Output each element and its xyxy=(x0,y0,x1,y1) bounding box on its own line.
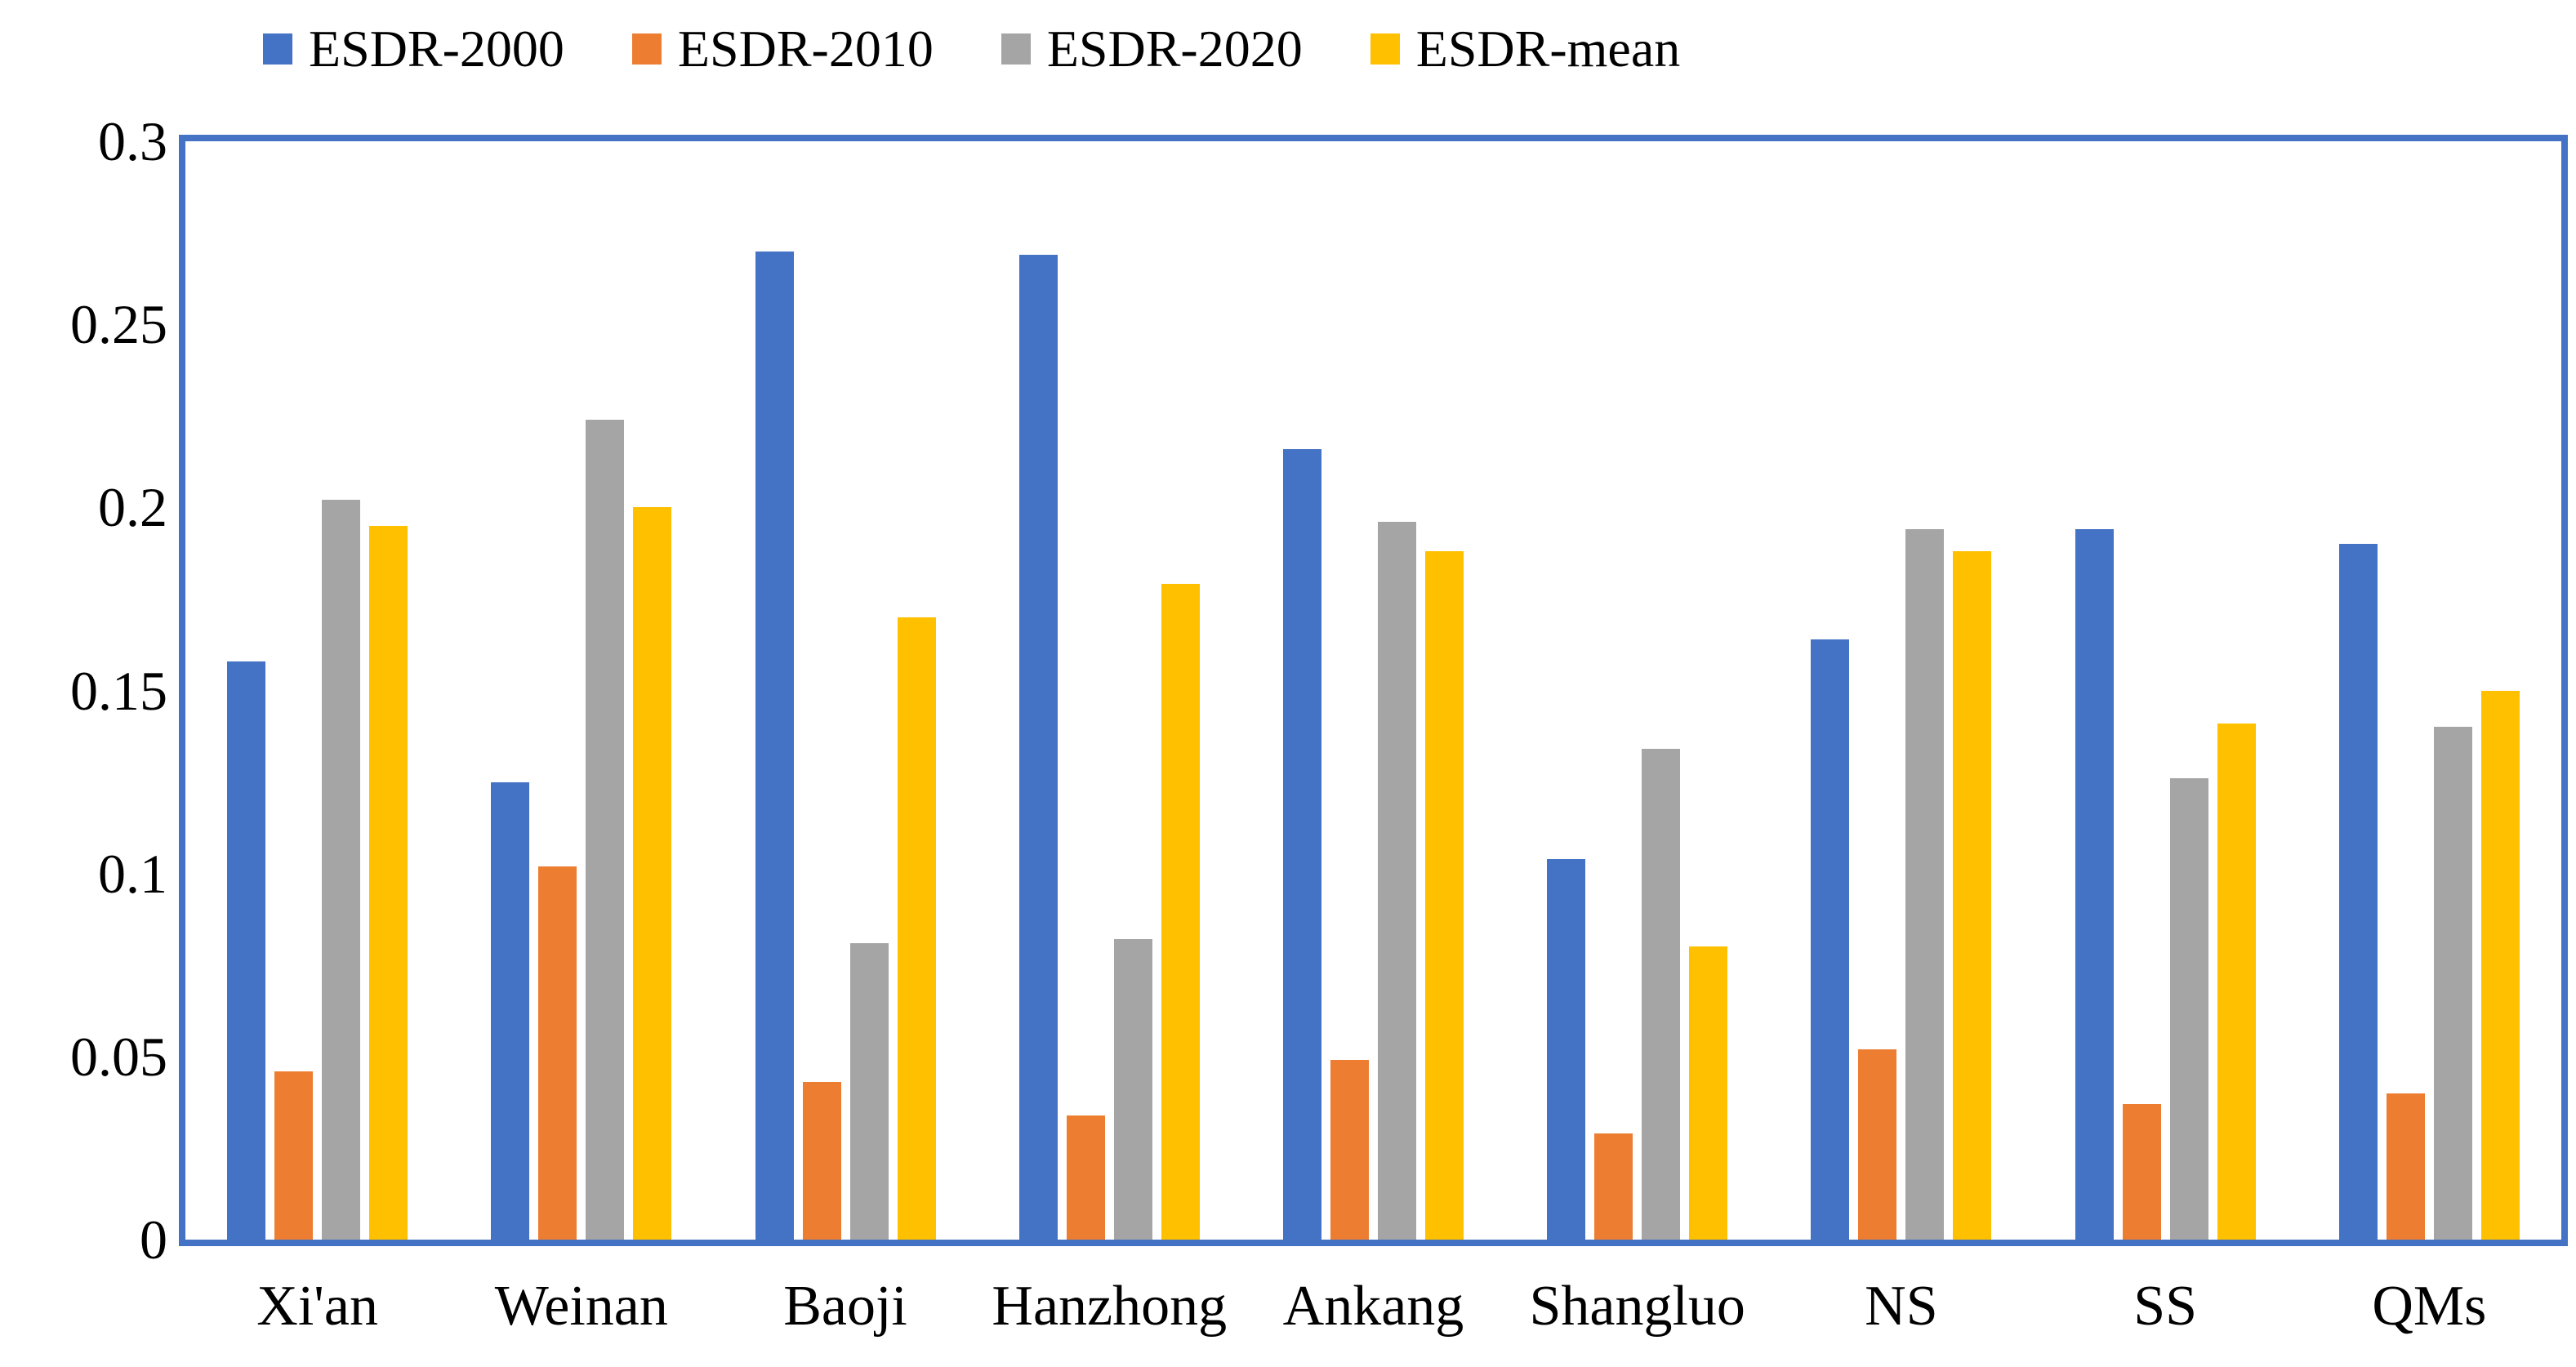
plot-area xyxy=(179,135,2568,1246)
x-axis-label-ss: SS xyxy=(2133,1275,2198,1338)
legend-swatch-esdr-mean-icon xyxy=(1370,33,1400,65)
bar-esdr-mean-ankang xyxy=(1424,551,1464,1240)
bar-esdr-2020-hanzhong xyxy=(1113,939,1152,1240)
bar-esdr-2010-xi-an xyxy=(274,1071,314,1240)
bar-esdr-2010-ns xyxy=(1858,1049,1897,1240)
bar-group-ankang xyxy=(1241,141,1505,1240)
x-axis-label-qms: QMs xyxy=(2372,1275,2487,1338)
legend-label-esdr-mean: ESDR-mean xyxy=(1415,20,1681,78)
bar-esdr-mean-ns xyxy=(1953,551,1992,1240)
legend-label-esdr-2010: ESDR-2010 xyxy=(677,20,934,78)
y-axis-tick-0.05: 0.05 xyxy=(70,1026,167,1088)
x-axis-label-xian: Xi'an xyxy=(256,1275,378,1338)
legend-item-esdr-2020: ESDR-2020 xyxy=(1001,23,1303,75)
bar-esdr-2010-ankang xyxy=(1330,1060,1369,1240)
x-axis-label-weinan: Weinan xyxy=(494,1275,668,1338)
legend-swatch-esdr-2020-icon xyxy=(1001,33,1031,65)
bar-esdr-mean-xi-an xyxy=(369,525,408,1240)
bar-group-weinan xyxy=(449,141,713,1240)
y-axis-tick-0.2: 0.2 xyxy=(98,476,167,538)
bar-esdr-2000-ss xyxy=(2075,529,2114,1240)
bar-group-baoji xyxy=(713,141,977,1240)
bar-esdr-2010-shangluo xyxy=(1594,1133,1633,1240)
bar-esdr-mean-qms xyxy=(2480,690,2520,1240)
bar-esdr-2010-hanzhong xyxy=(1066,1115,1105,1240)
legend-label-esdr-2000: ESDR-2000 xyxy=(309,20,564,78)
bar-esdr-2020-qms xyxy=(2433,727,2472,1240)
legend-item-esdr-2010: ESDR-2010 xyxy=(631,20,934,78)
y-axis-tick-0.3: 0.3 xyxy=(98,110,167,172)
bar-esdr-2010-weinan xyxy=(538,866,577,1240)
bar-esdr-2020-ss xyxy=(2169,778,2208,1240)
bar-esdr-2000-qms xyxy=(2338,544,2378,1240)
bar-esdr-2020-ankang xyxy=(1377,522,1416,1240)
legend-item-esdr-2000: ESDR-2000 xyxy=(263,23,564,75)
bar-esdr-2000-weinan xyxy=(491,781,530,1240)
bar-esdr-2000-shangluo xyxy=(1547,858,1586,1240)
bar-group-shangluo xyxy=(1505,141,1769,1240)
bar-group-xi-an xyxy=(185,141,449,1240)
x-axis-label-hanzhong: Hanzhong xyxy=(992,1275,1228,1338)
bar-group-qms xyxy=(2297,141,2561,1240)
bar-esdr-mean-baoji xyxy=(897,617,936,1240)
y-axis-tick-0.1: 0.1 xyxy=(98,843,167,905)
bar-esdr-2020-weinan xyxy=(586,419,625,1240)
bar-esdr-mean-shangluo xyxy=(1689,946,1728,1240)
bar-esdr-2010-baoji xyxy=(802,1082,841,1240)
bar-esdr-2020-xi-an xyxy=(322,500,361,1240)
legend-swatch-esdr-2000-icon xyxy=(263,33,292,65)
x-axis-label-ankang: Ankang xyxy=(1282,1275,1464,1338)
chart-legend: ESDR-2000 ESDR-2010 ESDR-2020 ESDR-mean xyxy=(263,23,1680,75)
y-axis-tick-0: 0 xyxy=(140,1209,167,1271)
bar-esdr-2020-baoji xyxy=(849,942,889,1240)
bar-esdr-2000-hanzhong xyxy=(1018,254,1058,1240)
x-axis-label-ns: NS xyxy=(1865,1275,1938,1338)
x-axis-label-baoji: Baoji xyxy=(783,1275,907,1338)
y-axis-tick-0.15: 0.15 xyxy=(70,660,167,722)
bar-group-ns xyxy=(1769,141,2033,1240)
bar-esdr-mean-hanzhong xyxy=(1161,584,1200,1240)
legend-swatch-esdr-2010-icon xyxy=(631,33,662,65)
bar-esdr-2020-ns xyxy=(1905,529,1945,1240)
bar-esdr-2000-ns xyxy=(1811,639,1850,1240)
bar-group-hanzhong xyxy=(978,141,1241,1240)
bar-esdr-2000-baoji xyxy=(755,251,794,1240)
bar-esdr-mean-weinan xyxy=(633,507,672,1240)
y-axis-tick-0.25: 0.25 xyxy=(70,293,167,355)
bar-esdr-2000-ankang xyxy=(1282,448,1321,1240)
legend-item-esdr-mean: ESDR-mean xyxy=(1370,20,1681,78)
bar-esdr-2000-xi-an xyxy=(227,661,266,1240)
bar-group-ss xyxy=(2034,141,2297,1240)
x-axis-label-shangluo: Shangluo xyxy=(1529,1275,1745,1338)
legend-label-esdr-2020: ESDR-2020 xyxy=(1046,20,1303,78)
bar-esdr-2010-ss xyxy=(2122,1104,2161,1240)
bar-esdr-mean-ss xyxy=(2217,723,2256,1240)
x-axis-labels: Xi'an Weinan Baoji Hanzhong Ankang Shang… xyxy=(185,1278,2561,1335)
bar-esdr-2010-qms xyxy=(2386,1093,2425,1240)
bar-esdr-2020-shangluo xyxy=(1642,749,1681,1240)
